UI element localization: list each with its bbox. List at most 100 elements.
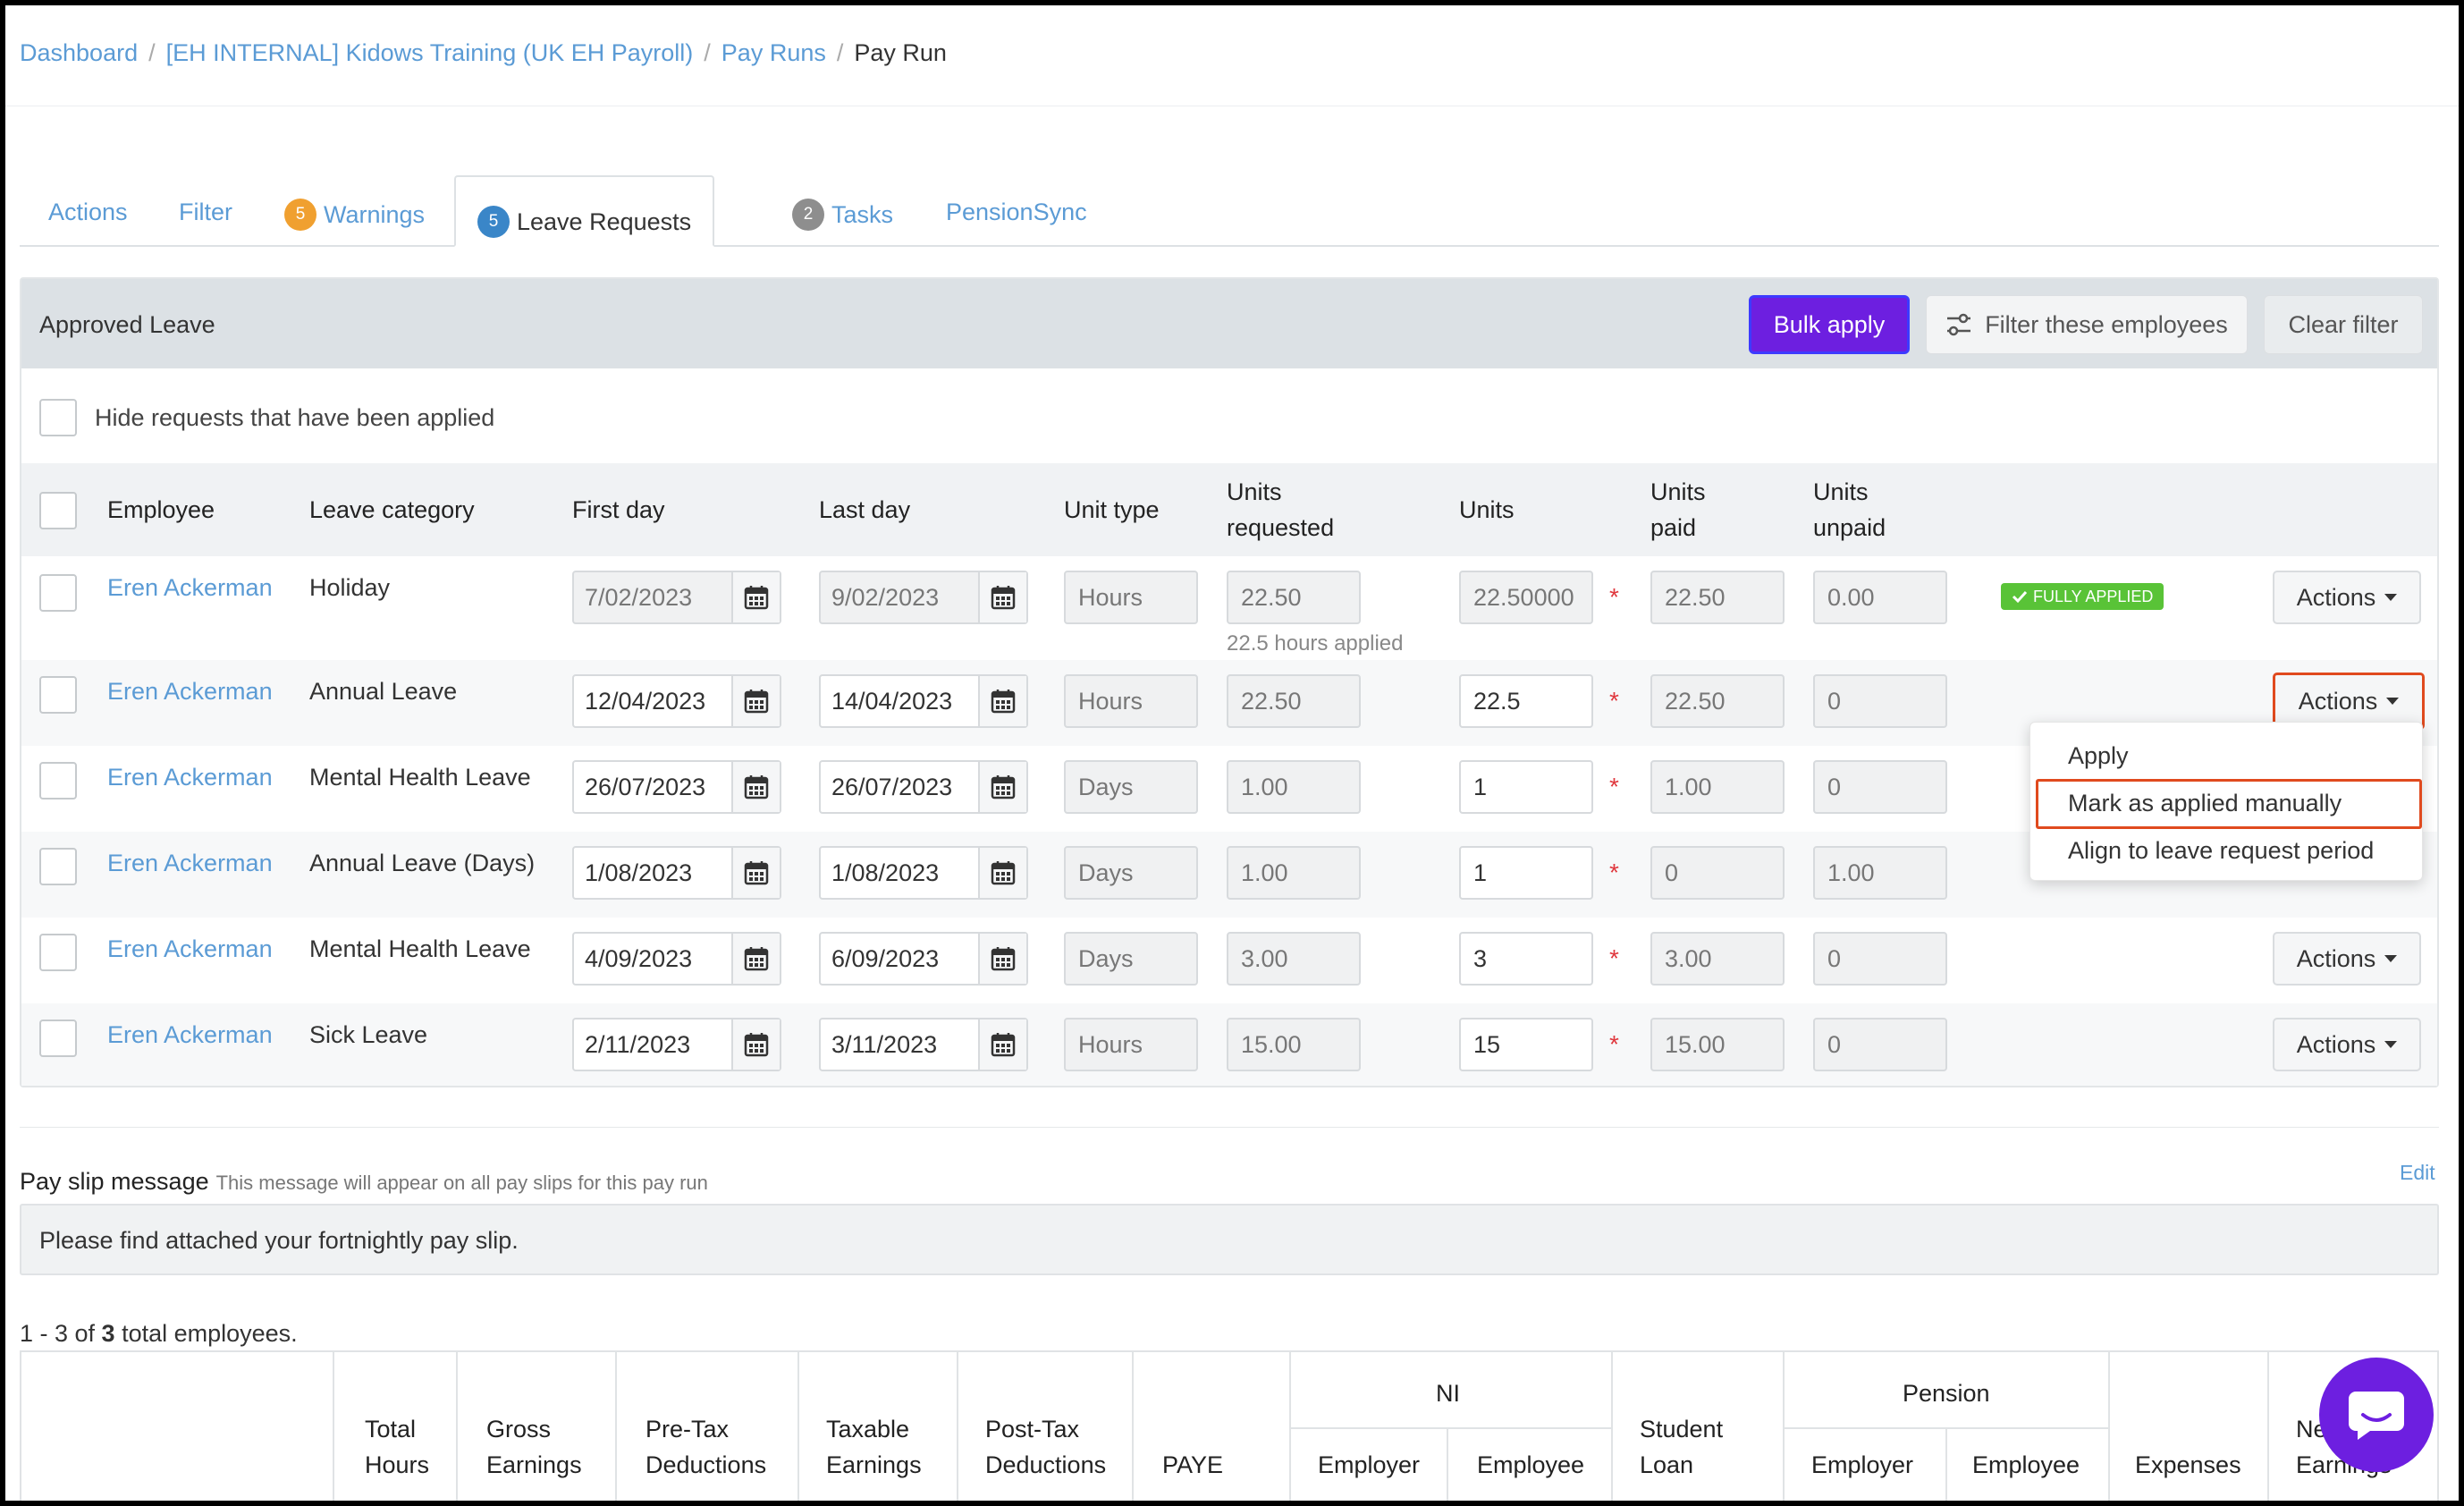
first-day-field[interactable]: 4/09/2023 <box>572 932 781 986</box>
filter-employees-button[interactable]: Filter these employees <box>1926 295 2248 354</box>
last-day-field[interactable]: 3/11/2023 <box>819 1018 1028 1071</box>
required-mark: * <box>1609 773 1619 800</box>
chat-icon <box>2349 1392 2404 1440</box>
last-day-field[interactable]: 1/08/2023 <box>819 846 1028 900</box>
actions-button[interactable]: Actions <box>2273 571 2421 624</box>
leave-category: Mental Health Leave <box>309 935 531 962</box>
calendar-icon[interactable] <box>731 934 780 984</box>
menu-item-apply[interactable]: Apply <box>2068 742 2129 769</box>
calendar-icon[interactable] <box>731 762 780 812</box>
calendar-icon[interactable] <box>731 1020 780 1070</box>
units-input[interactable]: 1 <box>1459 760 1593 814</box>
calendar-icon[interactable] <box>731 848 780 898</box>
tab-pensionsync[interactable]: PensionSync <box>946 199 1087 226</box>
employee-link[interactable]: Eren Ackerman <box>107 1021 273 1048</box>
first-day-field[interactable]: 2/11/2023 <box>572 1018 781 1071</box>
clear-filter-button[interactable]: Clear filter <box>2264 295 2423 354</box>
fully-applied-badge: FULLY APPLIED <box>2001 583 2164 610</box>
tab-actions[interactable]: Actions <box>48 199 128 226</box>
required-mark: * <box>1609 687 1619 715</box>
tab-tasks[interactable]: 2 Tasks <box>792 199 893 231</box>
units-unpaid-field: 0 <box>1813 760 1947 814</box>
first-day-field[interactable]: 26/07/2023 <box>572 760 781 814</box>
col-first-day: First day <box>572 496 665 523</box>
actions-button[interactable]: Actions <box>2273 673 2425 730</box>
units-paid-field: 1.00 <box>1650 760 1785 814</box>
select-all-checkbox[interactable] <box>39 492 77 529</box>
calendar-icon[interactable] <box>978 934 1026 984</box>
col-units-paid: Units paid <box>1650 478 1706 541</box>
row-checkbox[interactable] <box>39 762 77 800</box>
employee-total: 3 <box>101 1320 115 1347</box>
employee-link[interactable]: Eren Ackerman <box>107 574 273 601</box>
employee-link[interactable]: Eren Ackerman <box>107 850 273 876</box>
tab-leave-requests[interactable]: 5 Leave Requests <box>454 175 715 247</box>
employee-link[interactable]: Eren Ackerman <box>107 678 273 705</box>
calendar-icon[interactable] <box>978 1020 1026 1070</box>
tab-warnings[interactable]: 5 Warnings <box>284 199 425 231</box>
units-paid-field: 0 <box>1650 846 1785 900</box>
col-ni-employee: Employee <box>1477 1451 1585 1478</box>
hide-applied-checkbox[interactable] <box>39 399 77 436</box>
units-input[interactable]: 15 <box>1459 1018 1593 1071</box>
menu-item-mark-applied-manually[interactable]: Mark as applied manually <box>2068 790 2342 816</box>
leave-category: Holiday <box>309 574 391 601</box>
calendar-icon[interactable] <box>978 572 1026 622</box>
chat-launcher-button[interactable] <box>2319 1358 2434 1472</box>
last-day-field[interactable]: 26/07/2023 <box>819 760 1028 814</box>
last-day-field[interactable]: 6/09/2023 <box>819 932 1028 986</box>
calendar-icon[interactable] <box>731 572 780 622</box>
calendar-icon[interactable] <box>731 676 780 726</box>
row-checkbox[interactable] <box>39 934 77 971</box>
payslip-label: Pay slip message <box>20 1168 209 1195</box>
col-leave-category: Leave category <box>309 496 475 523</box>
actions-button[interactable]: Actions <box>2273 932 2421 986</box>
breadcrumb-business[interactable]: [EH INTERNAL] Kidows Training (UK EH Pay… <box>165 39 694 66</box>
units-unpaid-field: 1.00 <box>1813 846 1947 900</box>
menu-item-align-to-period[interactable]: Align to leave request period <box>2068 837 2375 864</box>
units-input[interactable]: 1 <box>1459 846 1593 900</box>
row-checkbox[interactable] <box>39 676 77 714</box>
last-day-field[interactable]: 14/04/2023 <box>819 674 1028 728</box>
table-row: Eren Ackerman Sick Leave 2/11/2023 3/11/… <box>21 1003 2437 1086</box>
unit-type-field: Hours <box>1064 674 1198 728</box>
units-input[interactable]: 22.5 <box>1459 674 1593 728</box>
calendar-icon[interactable] <box>978 676 1026 726</box>
row-checkbox[interactable] <box>39 1020 77 1057</box>
breadcrumb-dashboard[interactable]: Dashboard <box>20 39 139 66</box>
actions-button[interactable]: Actions <box>2273 1018 2421 1071</box>
col-total-hours: Total Hours <box>365 1416 430 1478</box>
payslip-edit-link[interactable]: Edit <box>2400 1161 2435 1184</box>
breadcrumb-pay-runs[interactable]: Pay Runs <box>721 39 826 66</box>
tab-filter[interactable]: Filter <box>179 199 232 226</box>
calendar-icon[interactable] <box>978 762 1026 812</box>
chevron-down-icon <box>2384 1041 2398 1048</box>
unit-type-field: Days <box>1064 760 1198 814</box>
bulk-apply-button[interactable]: Bulk apply <box>1749 295 1910 354</box>
row-checkbox[interactable] <box>39 848 77 885</box>
chevron-down-icon <box>2384 955 2398 962</box>
app-frame: Dashboard / [EH INTERNAL] Kidows Training … <box>5 5 2459 1501</box>
first-day-field[interactable]: 1/08/2023 <box>572 846 781 900</box>
col-expenses: Expenses <box>2135 1451 2241 1478</box>
row-checkbox[interactable] <box>39 574 77 612</box>
tab-label: Actions <box>48 199 128 225</box>
leave-category: Sick Leave <box>309 1021 428 1048</box>
col-paye: PAYE <box>1162 1451 1224 1478</box>
required-mark: * <box>1609 859 1619 886</box>
col-unit-type: Unit type <box>1064 496 1160 523</box>
panel-title: Approved Leave <box>39 311 215 338</box>
employee-link[interactable]: Eren Ackerman <box>107 935 273 962</box>
payslip-message-box: Please find attached your fortnightly pa… <box>20 1204 2439 1275</box>
required-mark: * <box>1609 944 1619 972</box>
unit-type-field: Hours <box>1064 571 1198 624</box>
calendar-icon[interactable] <box>978 848 1026 898</box>
table-row: Eren Ackerman Mental Health Leave 4/09/2… <box>21 918 2437 1003</box>
units-input[interactable]: 3 <box>1459 932 1593 986</box>
units-unpaid-field: 0 <box>1813 674 1947 728</box>
col-taxable-earnings: Taxable Earnings <box>826 1416 922 1478</box>
first-day-field[interactable]: 12/04/2023 <box>572 674 781 728</box>
unit-type-field: Hours <box>1064 1018 1198 1071</box>
col-ni-employer: Employer <box>1318 1451 1421 1478</box>
employee-link[interactable]: Eren Ackerman <box>107 764 273 791</box>
